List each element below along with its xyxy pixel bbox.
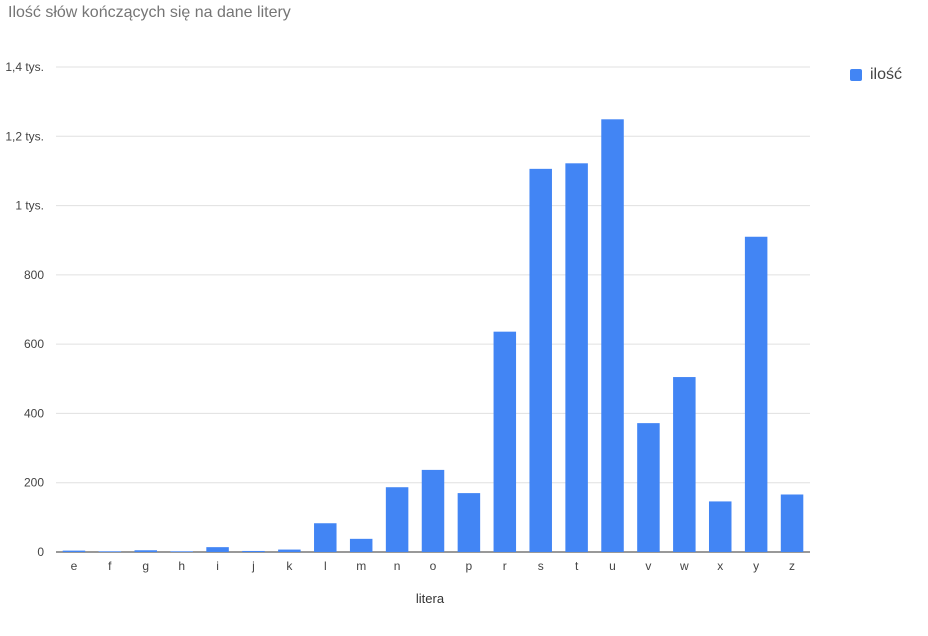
bar-n [385,487,409,552]
bar-o [421,469,445,552]
x-tick-label: j [251,559,255,573]
x-tick-label: h [178,559,185,573]
bar-u [601,119,624,552]
bar-r [493,331,517,552]
x-tick-label: x [717,559,723,573]
bar-m [349,538,373,552]
bar-k [278,549,301,552]
bars [62,119,804,553]
x-tick-label: g [142,559,149,573]
y-tick-label: 1 tys. [15,199,44,213]
x-tick-label: l [324,559,327,573]
bar-s [529,168,552,552]
legend-swatch [850,69,862,81]
bar-h [170,551,193,552]
bar-f [98,551,122,552]
y-tick-label: 600 [24,337,44,351]
bar-z [780,494,804,552]
bar-t [565,163,588,553]
legend-label: ilość [870,66,903,83]
y-tick-label: 1,2 tys. [5,129,44,143]
bar-w [673,377,696,552]
y-tick-labels: 0 200 400 600 800 1 tys. 1,2 tys. 1,4 tys. [5,60,44,559]
bar-p [457,493,481,552]
bar-e [62,550,86,552]
x-tick-label: w [679,559,689,573]
x-tick-label: t [575,559,579,573]
x-tick-label: k [286,559,293,573]
x-tick-label: n [394,559,401,573]
bar-x [708,501,732,552]
bar-j [242,550,265,552]
chart-title: Ilość słów kończących się na dane litery [8,4,291,21]
x-tick-label: z [789,559,795,573]
y-tick-label: 0 [37,545,44,559]
x-tick-label: f [108,559,112,573]
bar-v [637,423,660,552]
x-tick-label: v [645,559,651,573]
x-tick-label: u [609,559,616,573]
y-tick-label: 1,4 tys. [5,60,44,74]
y-tick-label: 800 [24,268,44,282]
y-tick-label: 400 [24,406,44,420]
x-tick-label: p [466,559,473,573]
x-tick-label: e [71,559,78,573]
x-tick-label: m [356,559,366,573]
bar-y [744,236,768,552]
x-tick-label: o [430,559,437,573]
legend: ilość [850,66,902,84]
bar-i [206,547,229,552]
x-tick-label: s [538,559,544,573]
x-tick-label: i [216,559,219,573]
x-axis-label: litera [415,591,445,606]
x-tick-label: y [753,559,759,573]
bar-l [314,523,337,552]
y-tick-label: 200 [24,476,44,490]
x-tick-label: r [503,559,507,573]
bar-g [134,550,158,552]
